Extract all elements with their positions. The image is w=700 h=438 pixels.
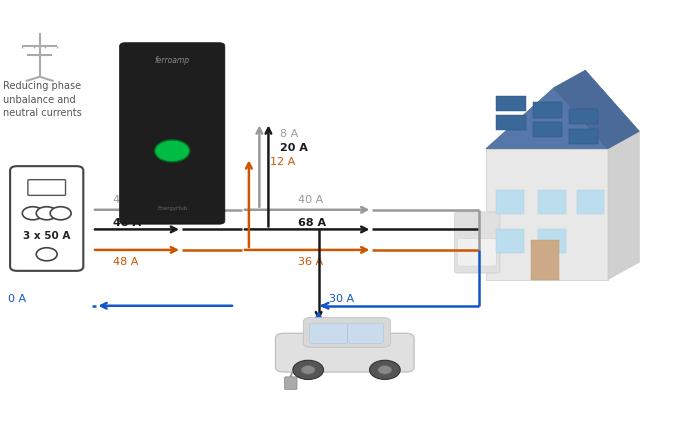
FancyBboxPatch shape bbox=[28, 180, 66, 196]
FancyBboxPatch shape bbox=[533, 103, 562, 118]
Text: 20 A: 20 A bbox=[280, 142, 308, 152]
FancyBboxPatch shape bbox=[496, 191, 524, 215]
FancyBboxPatch shape bbox=[454, 212, 500, 273]
FancyBboxPatch shape bbox=[569, 110, 598, 125]
Circle shape bbox=[370, 360, 400, 380]
Text: 30 A: 30 A bbox=[329, 293, 354, 303]
FancyBboxPatch shape bbox=[496, 230, 524, 254]
FancyBboxPatch shape bbox=[577, 191, 605, 215]
Circle shape bbox=[36, 248, 57, 261]
FancyBboxPatch shape bbox=[275, 333, 414, 372]
Text: 3 x 50 A: 3 x 50 A bbox=[23, 230, 71, 240]
FancyBboxPatch shape bbox=[120, 44, 225, 225]
FancyBboxPatch shape bbox=[531, 241, 559, 280]
Circle shape bbox=[378, 366, 392, 374]
FancyBboxPatch shape bbox=[457, 239, 496, 266]
Polygon shape bbox=[608, 132, 639, 280]
Polygon shape bbox=[486, 88, 608, 149]
FancyBboxPatch shape bbox=[569, 130, 598, 145]
Text: 48 A: 48 A bbox=[113, 256, 139, 266]
Circle shape bbox=[155, 141, 190, 162]
FancyBboxPatch shape bbox=[538, 230, 566, 254]
FancyBboxPatch shape bbox=[10, 167, 83, 271]
Text: 0 A: 0 A bbox=[8, 293, 27, 303]
FancyBboxPatch shape bbox=[309, 323, 347, 343]
FancyBboxPatch shape bbox=[496, 96, 526, 112]
Text: 48 A: 48 A bbox=[113, 217, 141, 227]
Text: 12 A: 12 A bbox=[270, 156, 295, 166]
Circle shape bbox=[293, 360, 323, 380]
Text: 40 A: 40 A bbox=[298, 194, 323, 205]
Text: EnergyHub: EnergyHub bbox=[157, 205, 188, 211]
Text: 36 A: 36 A bbox=[298, 256, 323, 266]
Text: ferroamp: ferroamp bbox=[155, 56, 190, 65]
Circle shape bbox=[36, 207, 57, 220]
Circle shape bbox=[50, 207, 71, 220]
FancyBboxPatch shape bbox=[538, 191, 566, 215]
FancyBboxPatch shape bbox=[533, 123, 562, 138]
FancyBboxPatch shape bbox=[496, 116, 526, 131]
Text: Reducing phase
unbalance and
neutral currents: Reducing phase unbalance and neutral cur… bbox=[3, 81, 81, 117]
FancyBboxPatch shape bbox=[486, 149, 608, 280]
FancyBboxPatch shape bbox=[303, 318, 391, 347]
Circle shape bbox=[22, 207, 43, 220]
Text: 68 A: 68 A bbox=[298, 217, 326, 227]
Circle shape bbox=[301, 366, 315, 374]
FancyBboxPatch shape bbox=[348, 323, 384, 343]
FancyBboxPatch shape bbox=[284, 377, 297, 390]
Polygon shape bbox=[554, 71, 639, 149]
Text: 48 A: 48 A bbox=[113, 194, 139, 205]
Text: 8 A: 8 A bbox=[280, 129, 298, 139]
